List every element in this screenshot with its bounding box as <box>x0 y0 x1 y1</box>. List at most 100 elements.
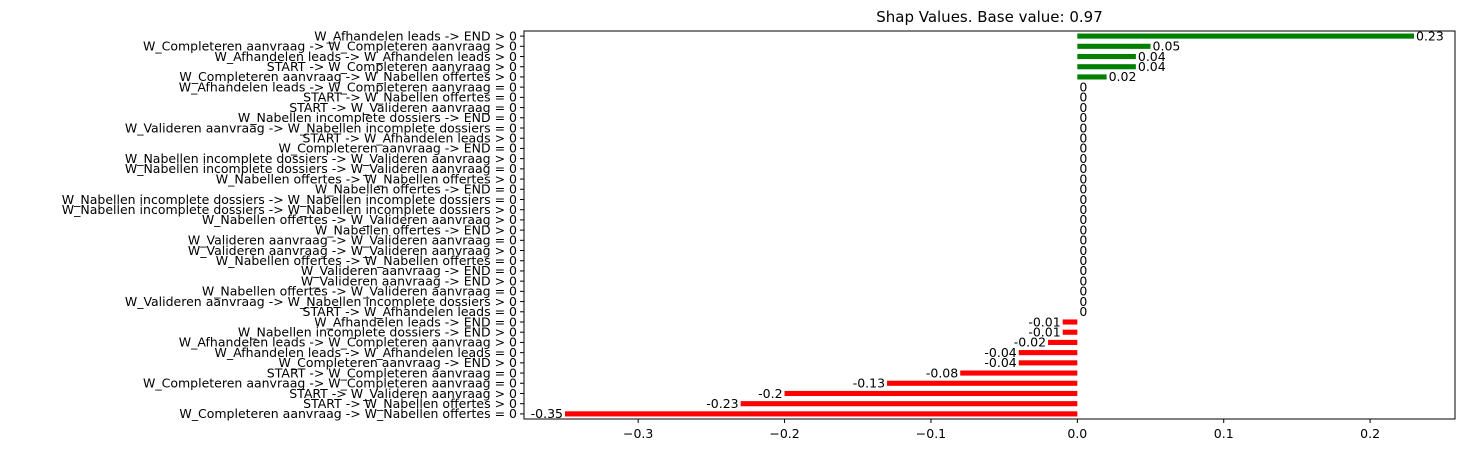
category-label: W_Nabellen offertes -> W_Nabellen offert… <box>216 253 517 268</box>
value-label: -0.04 <box>984 345 1016 360</box>
category-label: START -> W_Nabellen offertes > 0 <box>303 396 517 411</box>
category-label: START -> W_Valideren aanvraag > 0 <box>289 386 517 401</box>
negative-bar <box>1062 319 1078 325</box>
negative-bar <box>564 411 1078 417</box>
value-label: 0.02 <box>1109 69 1137 84</box>
category-label: W_Completeren aanvraag -> W_Completeren … <box>143 39 517 54</box>
value-label: 0 <box>1079 161 1087 176</box>
category-label: W_Nabellen offertes -> END = 0 <box>315 182 517 197</box>
positive-bar <box>1077 33 1415 39</box>
category-label: W_Completeren aanvraag -> END = 0 <box>278 141 517 156</box>
category-labels-group: W_Afhandelen leads -> END > 0W_Completer… <box>62 28 524 421</box>
category-label: START -> W_Completeren aanvraag > 0 <box>267 59 517 74</box>
value-label: -0.08 <box>926 365 958 380</box>
category-label: W_Afhandelen leads -> W_Afhandelen leads… <box>215 345 518 360</box>
category-label: W_Valideren aanvraag -> W_Nabellen incom… <box>125 120 517 135</box>
value-label: 0 <box>1079 141 1087 156</box>
category-label: W_Afhandelen leads -> END > 0 <box>314 28 517 43</box>
category-label: W_Afhandelen leads -> W_Completeren aanv… <box>179 335 517 350</box>
positive-bar <box>1077 74 1107 80</box>
negative-bar <box>740 401 1078 407</box>
category-label: W_Nabellen offertes -> W_Valideren aanvr… <box>202 284 517 299</box>
value-label: 0 <box>1079 79 1087 94</box>
value-label: 0 <box>1079 263 1087 278</box>
value-label: -0.13 <box>853 376 885 391</box>
value-label: 0.04 <box>1138 59 1166 74</box>
x-tick-label: 0.2 <box>1360 426 1380 441</box>
category-label: W_Nabellen incomplete dossiers -> END = … <box>238 110 517 125</box>
value-label: 0 <box>1079 202 1087 217</box>
category-label: W_Completeren aanvraag -> W_Nabellen off… <box>179 406 517 421</box>
positive-bar <box>1077 53 1136 60</box>
value-label: 0.04 <box>1138 49 1166 64</box>
category-label: START -> W_Afhandelen leads > 0 <box>303 131 517 146</box>
value-label: 0 <box>1079 233 1087 248</box>
category-label: W_Nabellen offertes -> END > 0 <box>315 222 517 237</box>
value-label: 0 <box>1079 120 1087 135</box>
value-label: -0.01 <box>1028 325 1060 340</box>
value-label: 0 <box>1079 131 1087 146</box>
x-tick-label: 0.0 <box>1067 426 1087 441</box>
value-label: 0 <box>1079 222 1087 237</box>
value-label: 0 <box>1079 273 1087 288</box>
category-label: W_Valideren aanvraag -> W_Valideren aanv… <box>188 233 517 248</box>
value-label: 0 <box>1079 212 1087 227</box>
value-label: -0.01 <box>1028 314 1060 329</box>
category-label: W_Nabellen incomplete dossiers -> W_Vali… <box>125 161 517 176</box>
category-label: W_Nabellen incomplete dossiers -> W_Nabe… <box>62 202 517 217</box>
positive-bar <box>1077 43 1151 49</box>
category-label: W_Nabellen incomplete dossiers -> W_Nabe… <box>62 192 517 207</box>
category-label: W_Valideren aanvraag -> W_Nabellen incom… <box>125 294 517 309</box>
value-label: 0 <box>1079 284 1087 299</box>
bars-group <box>564 33 1415 417</box>
value-label: 0 <box>1079 110 1087 125</box>
x-tick-label: 0.1 <box>1214 426 1234 441</box>
category-label: START -> W_Afhandelen leads = 0 <box>303 304 517 319</box>
category-label: W_Valideren aanvraag -> END > 0 <box>301 273 517 288</box>
category-label: W_Nabellen incomplete dossiers -> W_Vali… <box>125 151 517 166</box>
category-label: W_Nabellen offertes -> W_Valideren aanvr… <box>202 212 517 227</box>
value-labels-group: 0.230.050.040.040.0200000000000000000000… <box>531 28 1444 421</box>
negative-bar <box>1062 329 1078 335</box>
negative-bar <box>1018 360 1078 366</box>
x-tick-label: −0.2 <box>769 426 799 441</box>
category-label: W_Afhandelen leads -> W_Afhandelen leads… <box>215 49 518 64</box>
value-label: -0.02 <box>1014 335 1046 350</box>
category-label: W_Nabellen incomplete dossiers -> END > … <box>238 325 517 340</box>
positive-bar <box>1077 64 1136 70</box>
category-label: W_Valideren aanvraag -> W_Valideren aanv… <box>188 243 517 258</box>
category-label: W_Completeren aanvraag -> END > 0 <box>278 355 517 370</box>
negative-bar <box>784 390 1078 397</box>
plot-frame <box>523 30 1456 420</box>
x-tick-label: −0.3 <box>623 426 653 441</box>
category-label: START -> W_Nabellen offertes = 0 <box>303 90 517 105</box>
category-label: W_Completeren aanvraag -> W_Nabellen off… <box>179 69 517 84</box>
chart-title: Shap Values. Base value: 0.97 <box>876 8 1103 26</box>
value-label: 0 <box>1079 182 1087 197</box>
negative-bar <box>1018 350 1078 356</box>
value-label: 0 <box>1079 192 1087 207</box>
x-tick-label: −0.1 <box>916 426 946 441</box>
category-label: W_Nabellen offertes -> W_Nabellen offert… <box>216 171 517 186</box>
x-axis: −0.3 −0.2 −0.1 0.0 0.1 0.2 <box>623 419 1380 441</box>
value-label: 0.23 <box>1416 28 1444 43</box>
value-label: 0 <box>1079 243 1087 258</box>
value-label: -0.23 <box>706 396 738 411</box>
value-label: -0.2 <box>758 386 782 401</box>
value-label: 0 <box>1079 171 1087 186</box>
value-label: 0 <box>1079 253 1087 268</box>
value-label: 0 <box>1079 294 1087 309</box>
value-label: 0 <box>1079 304 1087 319</box>
category-label: W_Afhandelen leads -> END = 0 <box>314 314 517 329</box>
value-label: -0.35 <box>531 406 563 421</box>
value-label: 0.05 <box>1153 39 1181 54</box>
value-label: 0 <box>1079 151 1087 166</box>
category-label: W_Completeren aanvraag -> W_Completeren … <box>143 376 517 391</box>
category-label: W_Afhandelen leads -> W_Completeren aanv… <box>179 79 517 94</box>
category-label: W_Valideren aanvraag -> END = 0 <box>301 263 517 278</box>
value-label: 0 <box>1079 100 1087 115</box>
negative-bar <box>960 370 1078 376</box>
value-label: -0.04 <box>984 355 1016 370</box>
category-label: START -> W_Valideren aanvraag = 0 <box>289 100 517 115</box>
